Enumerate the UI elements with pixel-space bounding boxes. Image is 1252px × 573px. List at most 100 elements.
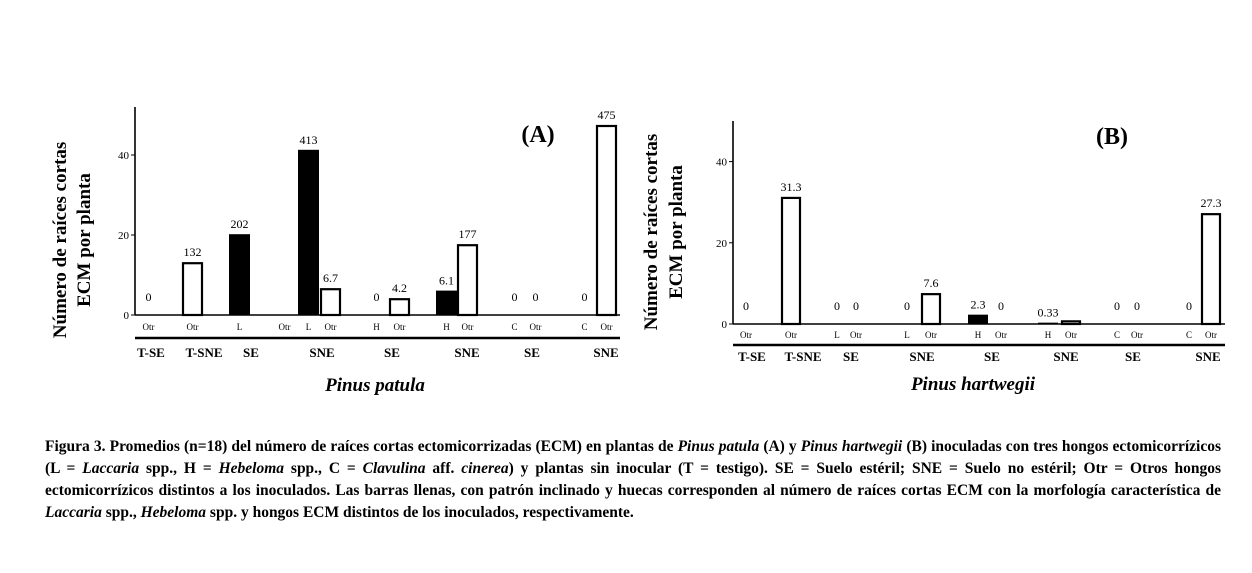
- bar-sublabel: Otr: [325, 322, 337, 332]
- y-tick-label: 0: [722, 319, 728, 331]
- y-tick-label: 40: [716, 157, 728, 169]
- caption-text-1: Figura 3. Promedios (n=18) del número de…: [45, 438, 678, 455]
- group-label: SNE: [909, 349, 934, 364]
- caption-genus-laccaria-2: Laccaria: [45, 504, 102, 521]
- bar-sublabel: Otr: [1065, 330, 1077, 340]
- caption-species-2: Pinus hartwegii: [800, 438, 903, 455]
- caption-text-5: spp., C =: [284, 460, 363, 477]
- bar-sublabel: Otr: [995, 330, 1007, 340]
- bar-value-label: 0: [904, 299, 910, 313]
- group-label: SNE: [1053, 349, 1078, 364]
- bar-value-label: 4.2: [392, 281, 407, 295]
- bar: [1060, 320, 1082, 326]
- bar-value-label: 31.3: [781, 180, 802, 194]
- bar-value-label: 0: [834, 299, 840, 313]
- bar-sublabel: Otr: [601, 322, 613, 332]
- bar-value-label: 0: [374, 290, 380, 304]
- bar: [1038, 322, 1058, 324]
- caption-text-7: ) y plantas sin inocular (T = testigo). …: [45, 460, 1221, 499]
- bar-value-label: 6.7: [323, 271, 338, 285]
- group-label: SNE: [454, 345, 479, 360]
- caption-genus-hebeloma: Hebeloma: [218, 460, 285, 477]
- y-tick-label: 20: [716, 238, 728, 250]
- caption-text-4: spp., H =: [139, 460, 219, 477]
- bar-sublabel: C: [1186, 330, 1192, 340]
- bar-sublabel: H: [373, 322, 380, 332]
- caption-genus-clavulina: Clavulina: [362, 460, 426, 477]
- bar-sublabel: C: [581, 322, 587, 332]
- bar-value-label: 132: [184, 245, 202, 259]
- bar: [436, 290, 457, 315]
- bar-sublabel: Otr: [462, 322, 474, 332]
- bar-value-label: 6.1: [439, 274, 454, 288]
- bar: [319, 288, 342, 317]
- panel-label: (A): [521, 122, 554, 148]
- bar-value-label: 202: [231, 217, 249, 231]
- caption-text-3: (B) inoculadas con tres hongos ectomicor…: [45, 438, 1221, 477]
- bar-value-label: 0: [1114, 299, 1120, 313]
- group-label: T-SE: [738, 349, 766, 364]
- bar-sublabel: Otr: [1131, 330, 1143, 340]
- bar-value-label: 2.3: [971, 298, 986, 312]
- bar: [181, 262, 204, 317]
- group-label: SE: [384, 345, 400, 360]
- caption-text-8: spp.,: [101, 504, 141, 521]
- bar-value-label: 0: [743, 299, 749, 313]
- bar-sublabel: L: [237, 322, 243, 332]
- chart-panel-b: 0 20 40 Número de raíces cortas ECM por plan…: [641, 121, 1225, 395]
- x-axis-label: Pinus patula: [324, 375, 425, 396]
- bar-sublabel: H: [443, 322, 450, 332]
- group-label: SE: [243, 345, 259, 360]
- caption-genus-hebeloma-2: Hebeloma: [140, 504, 207, 521]
- bar-sublabel: C: [1114, 330, 1120, 340]
- group-label: SNE: [593, 345, 618, 360]
- bar: [595, 124, 618, 317]
- y-axis-label: Número de raíces cortas: [50, 142, 71, 338]
- x-axis-label: Pinus hartwegii: [910, 374, 1036, 395]
- group-label: T-SNE: [784, 349, 821, 364]
- group-label: T-SE: [137, 345, 165, 360]
- caption-text-9: spp. y hongos ECM distintos de los inocu…: [206, 504, 634, 521]
- bar-sublabel: Otr: [143, 322, 155, 332]
- caption-species-cinerea: cinerea: [461, 460, 509, 477]
- bar-sublabel: Otr: [394, 322, 406, 332]
- bar-sublabel: L: [904, 330, 910, 340]
- bar-sublabel: Otr: [530, 322, 542, 332]
- bar-value-label: 0: [512, 290, 518, 304]
- bar-value-label: 0: [146, 290, 152, 304]
- bar: [388, 298, 411, 317]
- y-axis-label: Número de raíces cortas: [641, 134, 662, 330]
- bar-value-label: 0: [1186, 299, 1192, 313]
- bar: [229, 234, 250, 315]
- y-tick-label: 20: [118, 230, 130, 242]
- bar-value-label: 475: [598, 108, 616, 122]
- bar-value-label: 0: [853, 299, 859, 313]
- bar-value-label: 27.3: [1201, 196, 1222, 210]
- bar-sublabel: Otr: [850, 330, 862, 340]
- bar-sublabel: Otr: [279, 322, 291, 332]
- y-tick-label: 40: [118, 150, 130, 162]
- bar-value-label: 0: [533, 290, 539, 304]
- caption-species-1: Pinus patula: [677, 438, 760, 455]
- group-label: SNE: [1195, 349, 1220, 364]
- bar-value-label: 0.33: [1038, 306, 1059, 320]
- bar-sublabel: H: [975, 330, 982, 340]
- bar: [968, 314, 988, 324]
- bar-sublabel: C: [511, 322, 517, 332]
- bar-value-label: 0: [998, 299, 1004, 313]
- group-label: SE: [984, 349, 1000, 364]
- bar-sublabel: L: [834, 330, 840, 340]
- bar-sublabel: Otr: [785, 330, 797, 340]
- caption-text-2: (A) y: [759, 438, 801, 455]
- group-label: SE: [843, 349, 859, 364]
- bar-sublabel: L: [306, 322, 312, 332]
- bar-value-label: 7.6: [924, 276, 939, 290]
- bar-value-label: 177: [459, 227, 477, 241]
- bar-sublabel: H: [1045, 330, 1052, 340]
- chart-panel-a: 0 20 40 Número de raíces cortas ECM por plan…: [50, 107, 620, 396]
- group-label: SNE: [309, 345, 334, 360]
- y-axis-label: ECM por planta: [74, 173, 95, 307]
- bar-value-label: 0: [1134, 299, 1140, 313]
- bar-sublabel: Otr: [925, 330, 937, 340]
